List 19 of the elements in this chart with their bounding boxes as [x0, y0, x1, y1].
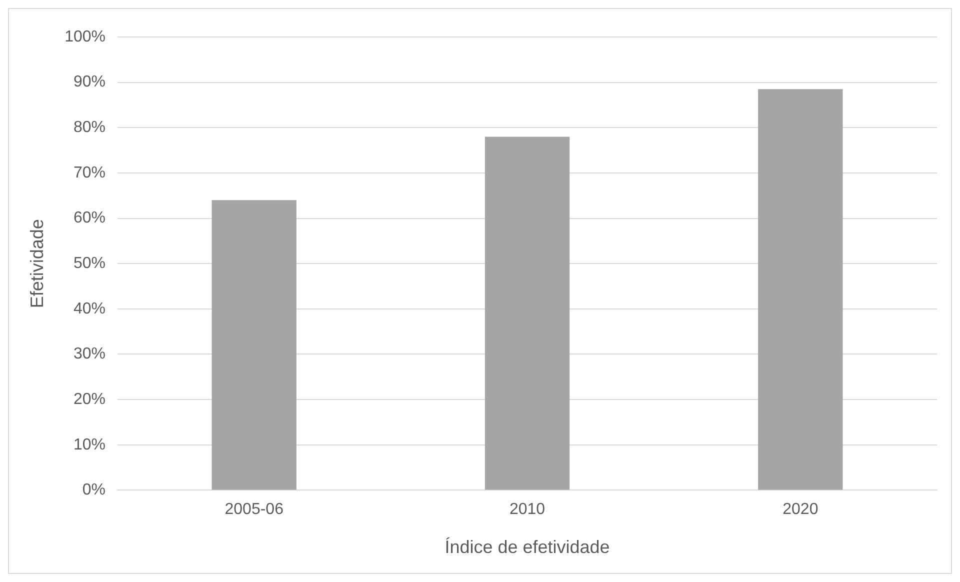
y-tick-label: 100%: [64, 28, 106, 46]
x-axis-title: Índice de efetividade: [444, 537, 610, 558]
y-tick-label: 10%: [73, 436, 106, 454]
y-axis-title: Efetividade: [26, 219, 47, 308]
y-tick-label: 30%: [73, 346, 106, 363]
bar: [758, 89, 843, 490]
y-tick-label: 50%: [73, 255, 106, 272]
y-tick-label: 80%: [73, 119, 106, 136]
y-tick-label: 20%: [73, 390, 106, 408]
x-tick-label: 2020: [782, 501, 818, 518]
y-tick-label: 70%: [73, 164, 106, 182]
y-tick-label: 40%: [73, 300, 106, 318]
bar: [212, 200, 296, 490]
y-tick-label: 90%: [73, 74, 106, 91]
y-tick-label: 60%: [73, 210, 106, 227]
y-tick-label: 0%: [82, 482, 106, 499]
bar: [484, 136, 570, 490]
x-tick-label: 2010: [509, 501, 546, 518]
x-tick-label: 2005-06: [224, 501, 284, 518]
